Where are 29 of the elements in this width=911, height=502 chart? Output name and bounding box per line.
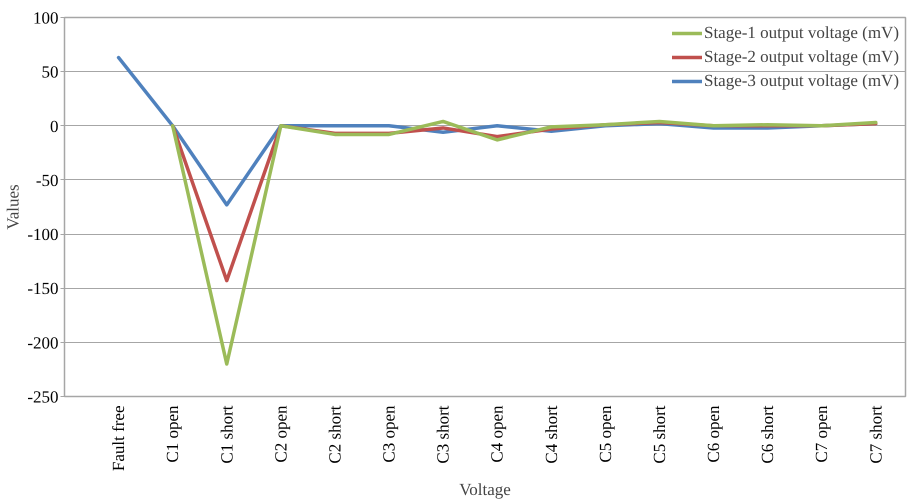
x-axis-title: Voltage: [459, 480, 511, 500]
line-series: [170, 120, 878, 366]
x-tick-label: C2 short: [325, 405, 344, 464]
legend-label: Stage-1 output voltage (mV): [704, 23, 899, 43]
x-tick-label: C3 open: [380, 405, 398, 463]
x-tick-label: Fault free: [109, 406, 128, 472]
x-tick-label: C4 open: [488, 405, 507, 463]
x-tick-label: C6 short: [758, 405, 778, 464]
x-tick-label: C6 open: [704, 405, 724, 463]
y-tick-label: -150: [27, 279, 59, 298]
x-tick-label: C5 open: [596, 405, 615, 463]
y-tick-label: -50: [36, 170, 59, 190]
x-tick-label: C3 short: [434, 405, 453, 464]
legend-label: Stage-2 output voltage (mV): [704, 47, 899, 67]
y-tick-label: 0: [50, 116, 58, 136]
legend-label: Stage-3 output voltage (mV): [704, 71, 899, 91]
y-axis-title: Values: [3, 184, 22, 230]
x-tick-label: C5 short: [650, 405, 669, 464]
x-tick-label: C4 short: [542, 405, 561, 464]
x-tick-label: C7 short: [866, 405, 886, 464]
x-tick-label: C1 open: [163, 405, 182, 463]
y-tick-label: 100: [33, 8, 58, 28]
y-tick-label: -250: [27, 388, 59, 406]
y-tick-label: -100: [27, 225, 59, 244]
x-tick-label: C7 open: [812, 405, 832, 463]
y-tick-label: -200: [27, 333, 59, 352]
x-tick-label: C2 open: [271, 405, 290, 463]
y-tick-label: 50: [42, 62, 58, 82]
x-tick-label: C1 short: [217, 405, 236, 464]
